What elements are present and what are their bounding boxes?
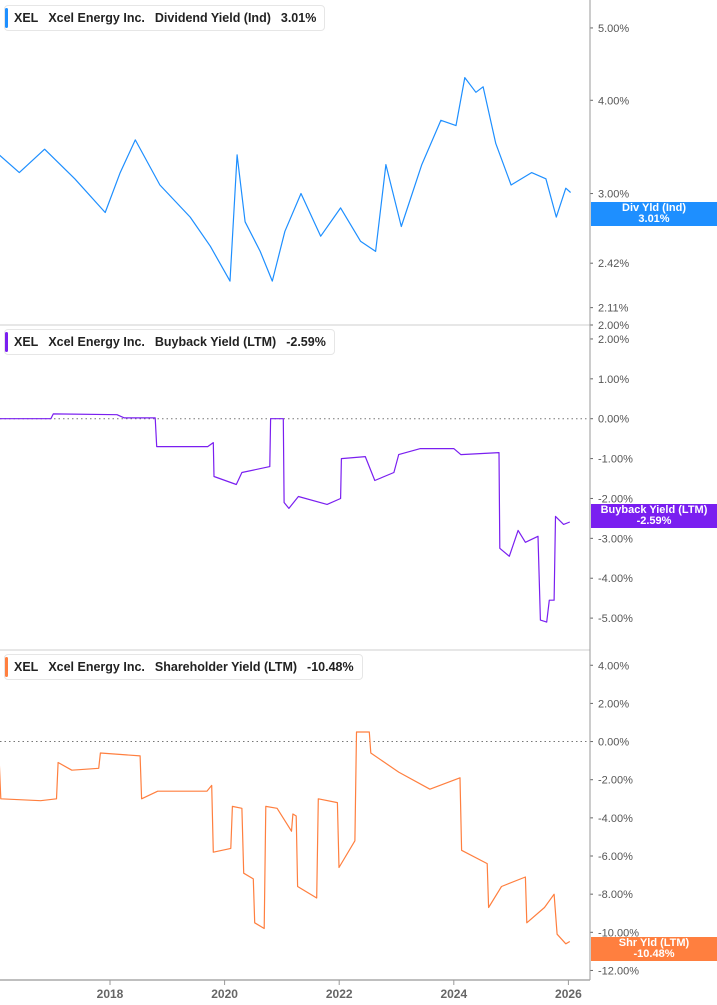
legend-metric: Shareholder Yield (LTM) bbox=[154, 660, 298, 674]
y-tick-label: 0.00% bbox=[598, 414, 629, 426]
x-tick-label: 2020 bbox=[211, 987, 238, 1001]
tag-label: Shr Yld (LTM) bbox=[618, 937, 690, 949]
legend-ticker: XEL bbox=[14, 660, 39, 674]
y-tick-label: -5.00% bbox=[598, 613, 633, 625]
tag-value: -2.59% bbox=[636, 515, 672, 527]
last-value-tag-dividend: Div Yld (Ind) 3.01% bbox=[591, 202, 717, 226]
panel-3: 4.00% 2.00% 0.00% -2.00% -4.00% -6.00% -8.00% -… bbox=[0, 649, 639, 977]
series-line-buyback bbox=[0, 413, 571, 623]
legend-color-bar bbox=[5, 332, 8, 352]
legend-shareholder-yield: XEL Xcel Energy Inc. Shareholder Yield (… bbox=[4, 654, 363, 680]
y-tick-label: 0.00% bbox=[598, 737, 629, 749]
series-line-shareholder bbox=[0, 731, 571, 945]
y-tick-label: -3.00% bbox=[598, 533, 633, 545]
x-tick-label: 2026 bbox=[555, 987, 582, 1001]
legend-value: -10.48% bbox=[307, 660, 354, 674]
legend-metric: Buyback Yield (LTM) bbox=[154, 335, 277, 349]
legend-company: Xcel Energy Inc. bbox=[48, 11, 145, 25]
y-tick-label: -12.00% bbox=[598, 965, 639, 977]
legend-value: -2.59% bbox=[286, 335, 326, 349]
y-tick-label: 2.00% bbox=[598, 320, 629, 332]
last-value-tag-buyback: Buyback Yield (LTM) -2.59% bbox=[591, 504, 717, 528]
legend-ticker: XEL bbox=[14, 11, 39, 25]
panel-1: 5.00% 4.00% 3.00% 2.42% 2.11% 2.00% bbox=[0, 23, 629, 332]
legend-company: Xcel Energy Inc. bbox=[48, 335, 145, 349]
tag-value: -10.48% bbox=[633, 948, 675, 960]
legend-color-bar bbox=[5, 657, 8, 677]
legend-ticker: XEL bbox=[14, 335, 39, 349]
y-tick-label: -4.00% bbox=[598, 573, 633, 585]
tag-label: Buyback Yield (LTM) bbox=[600, 504, 708, 516]
y-tick-label: -10.00% bbox=[598, 927, 639, 939]
legend-metric: Dividend Yield (Ind) bbox=[154, 11, 271, 25]
last-value-tag-shareholder: Shr Yld (LTM) -10.48% bbox=[591, 937, 717, 961]
legend-color-bar bbox=[5, 8, 8, 28]
y-tick-label: -2.00% bbox=[598, 775, 633, 787]
tag-label: Div Yld (Ind) bbox=[622, 202, 686, 214]
y-tick-label: 2.11% bbox=[598, 303, 629, 315]
y-tick-label: 3.00% bbox=[598, 189, 629, 201]
y-tick-label: -6.00% bbox=[598, 851, 633, 863]
y-tick-label: 1.00% bbox=[598, 374, 629, 386]
y-tick-label: 5.00% bbox=[598, 23, 629, 35]
y-tick-label: 2.00% bbox=[598, 698, 629, 710]
legend-dividend-yield: XEL Xcel Energy Inc. Dividend Yield (Ind… bbox=[4, 5, 326, 31]
y-tick-label: -1.00% bbox=[598, 454, 633, 466]
legend-value: 3.01% bbox=[280, 11, 317, 25]
x-tick-label: 2018 bbox=[97, 987, 124, 1001]
y-tick-label: -8.00% bbox=[598, 889, 633, 901]
y-tick-label: 2.00% bbox=[598, 334, 629, 346]
x-tick-label: 2022 bbox=[326, 987, 353, 1001]
y-tick-label: 4.00% bbox=[598, 660, 629, 672]
y-tick-label: 4.00% bbox=[598, 95, 629, 107]
y-tick-label: 2.42% bbox=[598, 258, 629, 270]
series-line-dividend bbox=[0, 76, 572, 282]
legend-company: Xcel Energy Inc. bbox=[48, 660, 145, 674]
legend-buyback-yield: XEL Xcel Energy Inc. Buyback Yield (LTM)… bbox=[4, 329, 335, 355]
x-tick-label: 2024 bbox=[440, 987, 467, 1001]
panel-2: 2.00% 1.00% 0.00% -1.00% -2.00% -3.00% -4.00% -… bbox=[0, 324, 633, 625]
tag-value: 3.01% bbox=[638, 213, 670, 225]
y-tick-label: -2.00% bbox=[598, 493, 633, 505]
y-tick-label: -4.00% bbox=[598, 813, 633, 825]
